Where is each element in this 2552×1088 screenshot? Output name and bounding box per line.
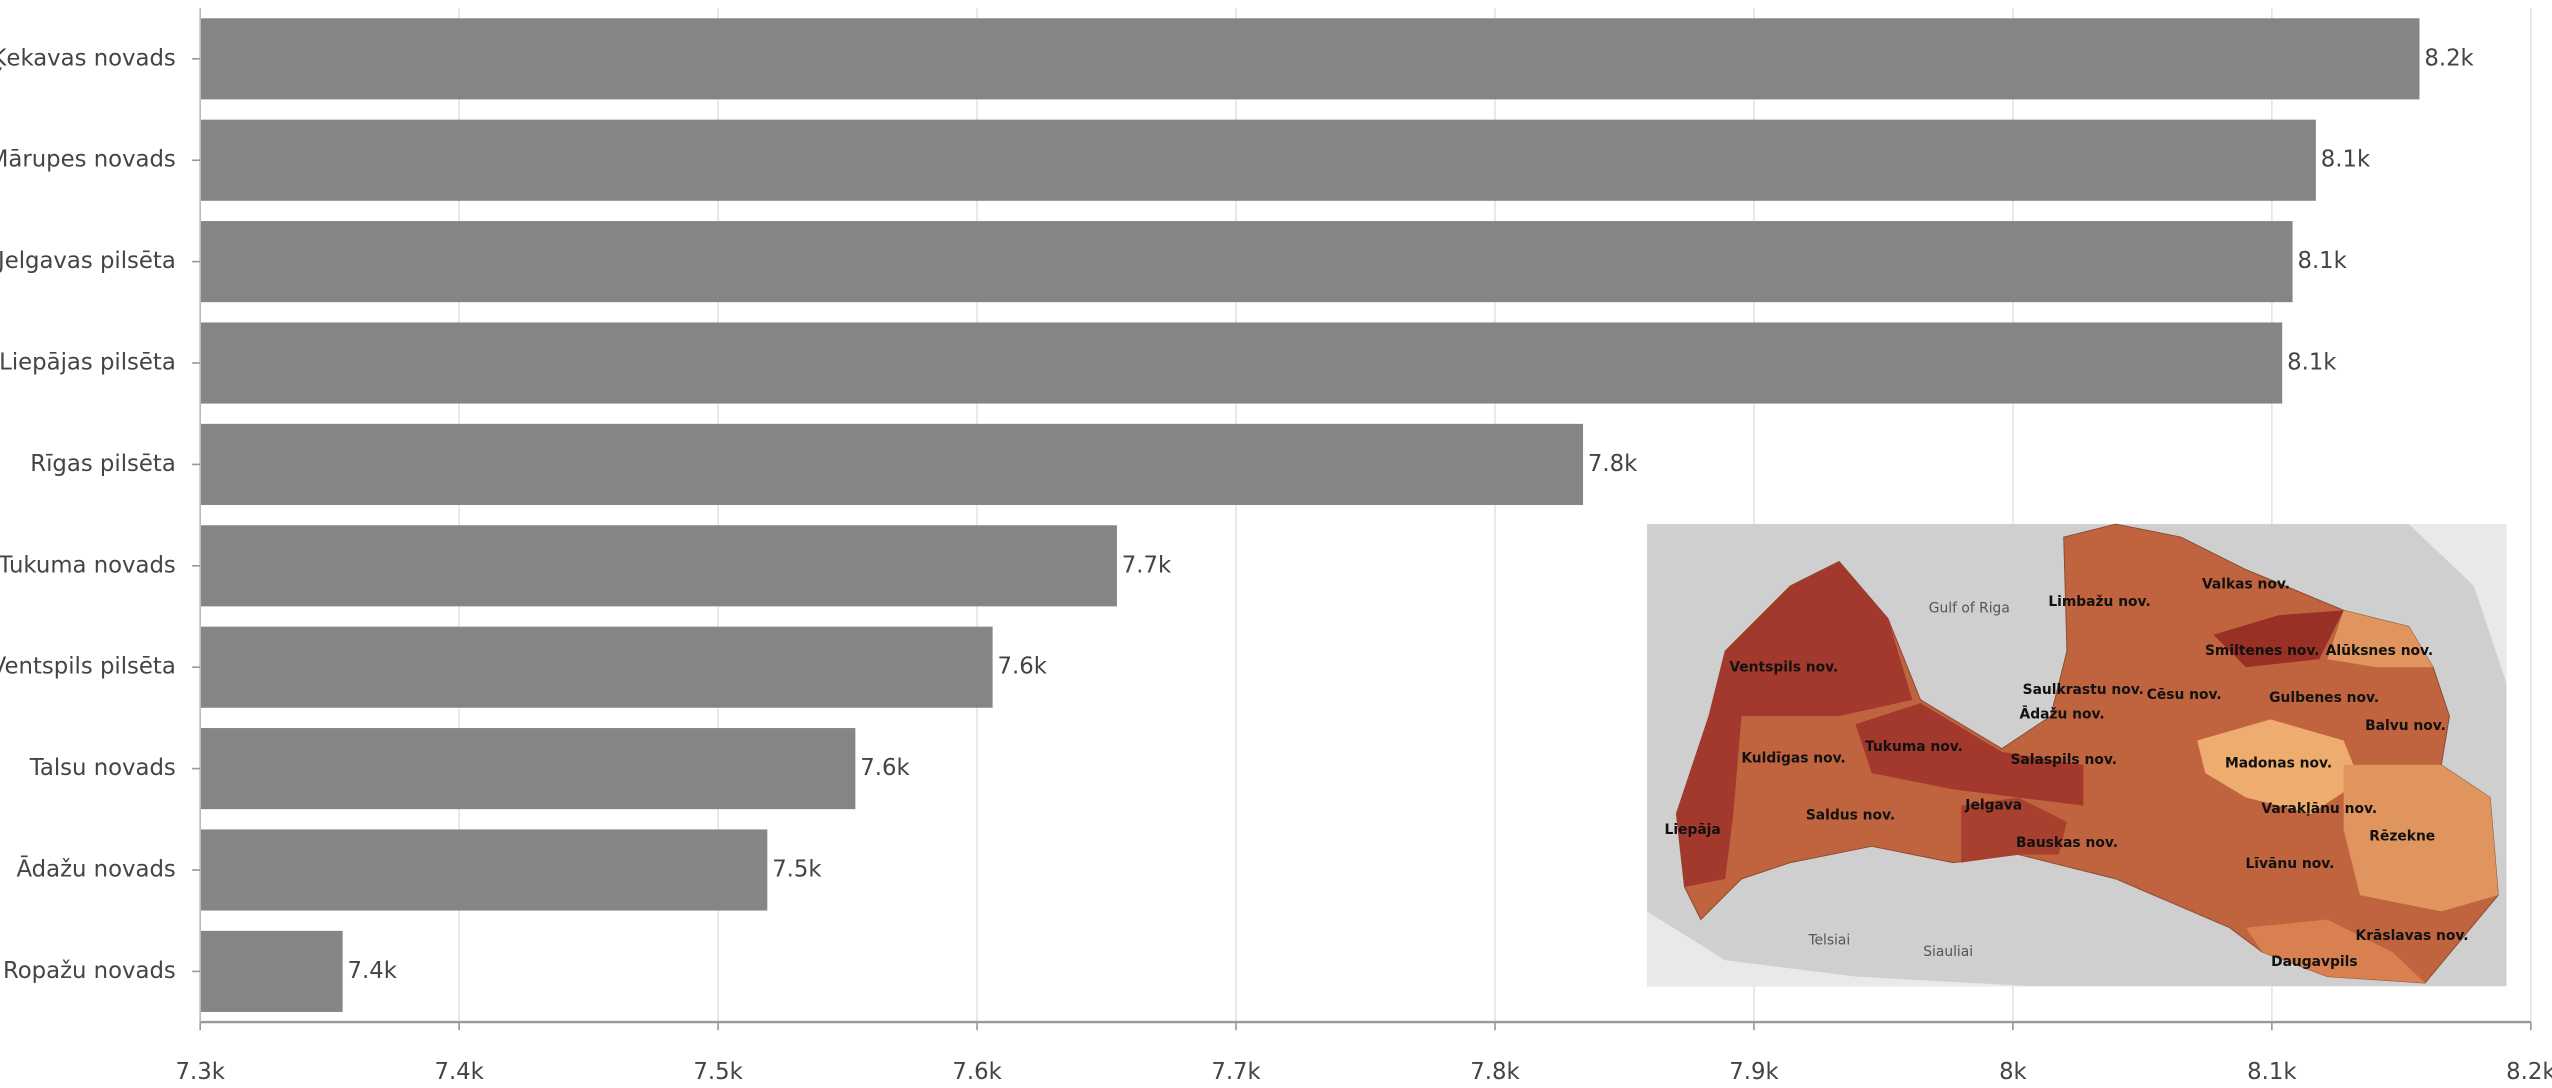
map-label: Saulkrastu nov. [2023, 682, 2144, 698]
axes: 7.3k 7.4k 7.5k 7.6k 7.7k 7.8k 7.9k 8k 8.1k 8.2k Ķe… [0, 8, 2552, 1085]
map-region [2213, 610, 2344, 668]
value-label: 7.8k [1588, 451, 1638, 477]
map-label: Cēsu nov. [2147, 687, 2222, 703]
y-tick-label: Ādažu novads [16, 855, 175, 882]
map-label: Varakļānu nov. [2261, 801, 2377, 817]
bar [200, 322, 2283, 404]
x-tick-label: 7.9k [1729, 1059, 1779, 1085]
map-label: Gulf of Riga [1929, 601, 2010, 617]
bar [200, 119, 2316, 201]
map-label: Tukuma nov. [1865, 739, 1963, 755]
value-label: 8.2k [2424, 45, 2474, 71]
map-label: Alūksnes nov. [2326, 643, 2433, 659]
bar [200, 423, 1584, 505]
y-tick-label: Talsu novads [29, 755, 176, 781]
map-label: Limbažu nov. [2048, 594, 2150, 610]
x-tick-label: 7.6k [952, 1059, 1002, 1085]
map-label: Rēzekne [2369, 829, 2435, 845]
map-region [1961, 797, 2067, 863]
map-label: Jelgava [1964, 798, 2022, 814]
value-label: 7.6k [860, 755, 910, 781]
value-label: 7.4k [348, 958, 398, 984]
y-tick-label: Tukuma novads [0, 552, 176, 578]
map-label: Telsiai [1807, 933, 1850, 949]
x-tick-label: 7.8k [1470, 1059, 1520, 1085]
y-tick-label: Ropažu novads [3, 958, 176, 984]
bar [200, 930, 343, 1012]
map-region [1855, 703, 2084, 806]
x-tick-label: 8.1k [2247, 1059, 2297, 1085]
map-label: Krāslavas nov. [2355, 928, 2468, 944]
map-label: Siauliai [1923, 944, 1973, 960]
x-tick-label: 7.5k [693, 1059, 743, 1085]
map-label: Smiltenes nov. [2205, 643, 2320, 659]
map-label: Kuldīgas nov. [1741, 750, 1845, 766]
x-tick-label: 7.7k [1211, 1059, 1261, 1085]
bar [200, 525, 1117, 607]
map-label: Saldus nov. [1806, 807, 1895, 823]
value-label: 8.1k [2321, 147, 2371, 173]
bar [200, 728, 856, 810]
map-label: Daugavpils [2271, 954, 2358, 970]
map-label: Ventspils nov. [1729, 659, 1838, 675]
bar [200, 221, 2293, 303]
y-tick-label: Rīgas pilsēta [30, 451, 176, 477]
y-tick-label: Mārupes novads [0, 147, 176, 173]
map-label: Valkas nov. [2202, 576, 2290, 592]
y-tick-label: Jelgavas pilsēta [0, 248, 176, 274]
map-region [2197, 719, 2360, 814]
x-tick-label: 8k [1999, 1059, 2027, 1085]
map-inset: Valkas nov. Limbažu nov. Gulf of Riga Vents… [1647, 523, 2507, 987]
map-labels: Valkas nov. Limbažu nov. Gulf of Riga Vents… [1665, 576, 2469, 970]
x-tick-label: 7.4k [434, 1059, 484, 1085]
map-region [2343, 764, 2499, 912]
value-label: 7.6k [997, 654, 1047, 680]
map-label: Ādažu nov. [2020, 704, 2105, 722]
map-region [1676, 561, 1913, 888]
map-region [2327, 610, 2434, 668]
value-label: 7.5k [772, 856, 822, 882]
value-label: 8.1k [2297, 248, 2347, 274]
value-label: 7.7k [1122, 552, 1172, 578]
bar [200, 829, 768, 911]
value-label: 8.1k [2287, 350, 2337, 376]
y-tick-label: Liepājas pilsēta [0, 350, 176, 376]
bar [200, 18, 2420, 100]
map-label: Madonas nov. [2225, 755, 2332, 771]
x-tick-label: 7.3k [176, 1059, 226, 1085]
y-tick-label: Ķekavas novads [0, 45, 176, 71]
map-label: Balvu nov. [2365, 718, 2446, 734]
bars: 8.2k 8.1k 8.1k 8.1k 7.8k 7.7k 7.6k 7.6k 7.5k 7.4k [200, 18, 2475, 1012]
map-label: Gulbenes nov. [2269, 690, 2379, 706]
map-label: Bauskas nov. [2016, 835, 2118, 851]
y-tick-label: Ventspils pilsēta [0, 654, 176, 680]
map-label: Salaspils nov. [2010, 752, 2116, 768]
map-label: Liepāja [1665, 822, 1721, 838]
bar [200, 626, 993, 708]
x-tick-label: 8.2k [2506, 1059, 2552, 1085]
map-label: Līvānu nov. [2246, 856, 2335, 872]
map-region [2246, 919, 2426, 984]
